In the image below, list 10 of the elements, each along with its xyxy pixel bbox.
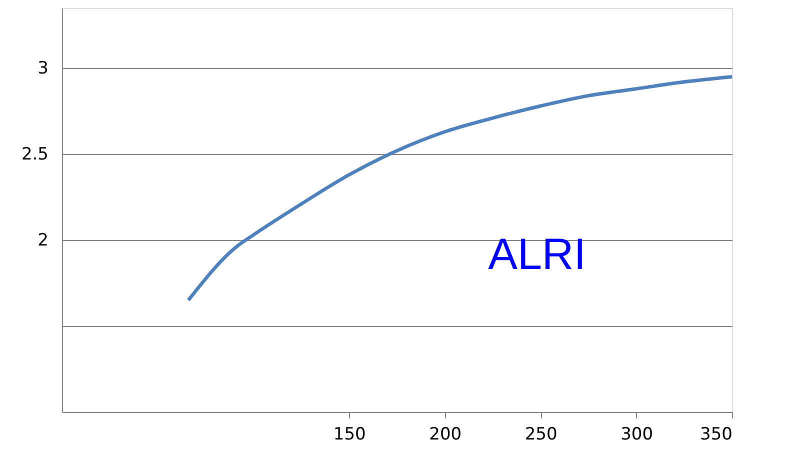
x-tick-label: 300 (620, 424, 654, 444)
text: ALRI (488, 230, 586, 279)
y-tick-label: 2 (38, 230, 48, 251)
x-tick-label: 350 (700, 424, 732, 444)
x-tick-label: 150 (333, 424, 366, 444)
x-tick-label: 200 (429, 424, 462, 444)
line-series (186, 75, 734, 302)
y-tick-label: 3 (38, 58, 48, 79)
y-tick-label: 2.5 (21, 144, 48, 165)
x-tick-label: 250 (524, 424, 558, 444)
